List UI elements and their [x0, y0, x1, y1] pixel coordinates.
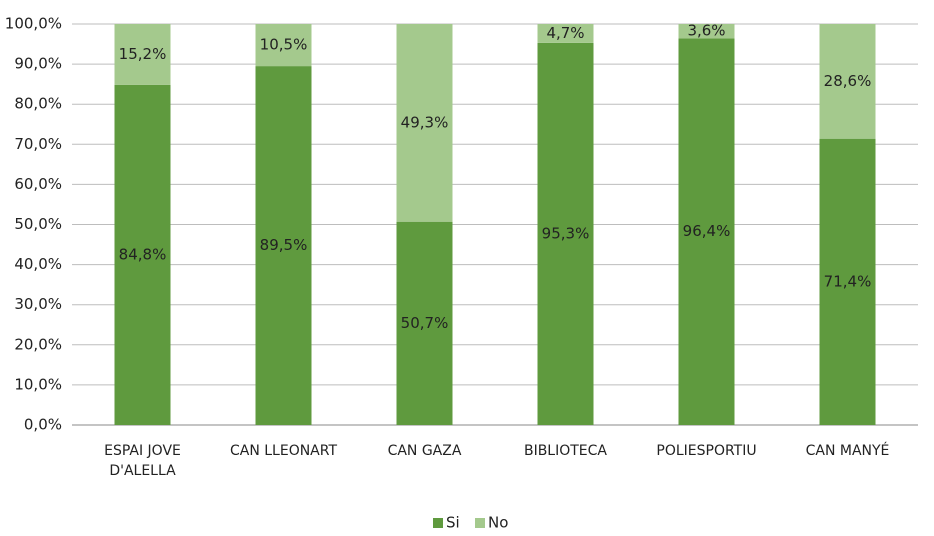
x-tick-label: CAN LLEONART	[229, 443, 338, 459]
data-label: 28,6%	[824, 72, 872, 90]
y-tick-label: 70,0%	[14, 135, 62, 153]
bar-segment	[396, 24, 453, 222]
data-label: 71,4%	[824, 272, 872, 290]
legend-swatch	[475, 518, 485, 528]
bar-segment	[819, 24, 876, 139]
data-label: 96,4%	[683, 222, 731, 240]
y-tick-label: 30,0%	[14, 295, 62, 313]
x-tick-label: POLIESPORTIU	[656, 443, 757, 459]
y-tick-label: 10,0%	[14, 375, 62, 393]
y-tick-label: 50,0%	[14, 215, 62, 233]
x-tick-label: CAN GAZA	[387, 443, 462, 459]
y-tick-label: 20,0%	[14, 335, 62, 353]
data-label: 95,3%	[542, 224, 590, 242]
x-tick-label: ESPAI JOVE D'ALELLA	[104, 443, 181, 479]
bar-segment	[678, 38, 735, 425]
data-label: 4,7%	[546, 24, 584, 42]
bar-segment	[537, 24, 594, 43]
y-tick-label: 80,0%	[14, 95, 62, 113]
data-label: 10,5%	[260, 36, 308, 54]
y-tick-label: 90,0%	[14, 55, 62, 73]
y-tick-label: 60,0%	[14, 175, 62, 193]
legend-label: Si	[446, 514, 460, 532]
bar-segment	[537, 42, 594, 426]
data-label: 50,7%	[401, 314, 449, 332]
data-label: 3,6%	[687, 22, 725, 40]
y-tick-label: 0,0%	[24, 416, 62, 434]
y-tick-label: 100,0%	[5, 15, 62, 33]
bar-segment	[678, 24, 735, 39]
bar-segment	[114, 24, 171, 85]
bar-segment	[396, 221, 453, 425]
bar-segment	[255, 66, 312, 425]
data-label: 49,3%	[401, 113, 449, 131]
data-label: 89,5%	[260, 236, 308, 254]
data-label: 15,2%	[119, 45, 167, 63]
bar-segment	[255, 24, 312, 67]
bar-segment	[114, 84, 171, 426]
x-tick-label: CAN MANYÉ	[805, 443, 890, 459]
legend-label: No	[488, 514, 508, 532]
bar-segment	[819, 138, 876, 425]
legend-swatch	[433, 518, 443, 528]
y-tick-label: 40,0%	[14, 255, 62, 273]
data-label: 84,8%	[119, 245, 167, 263]
x-tick-label: BIBLIOTECA	[523, 443, 608, 459]
